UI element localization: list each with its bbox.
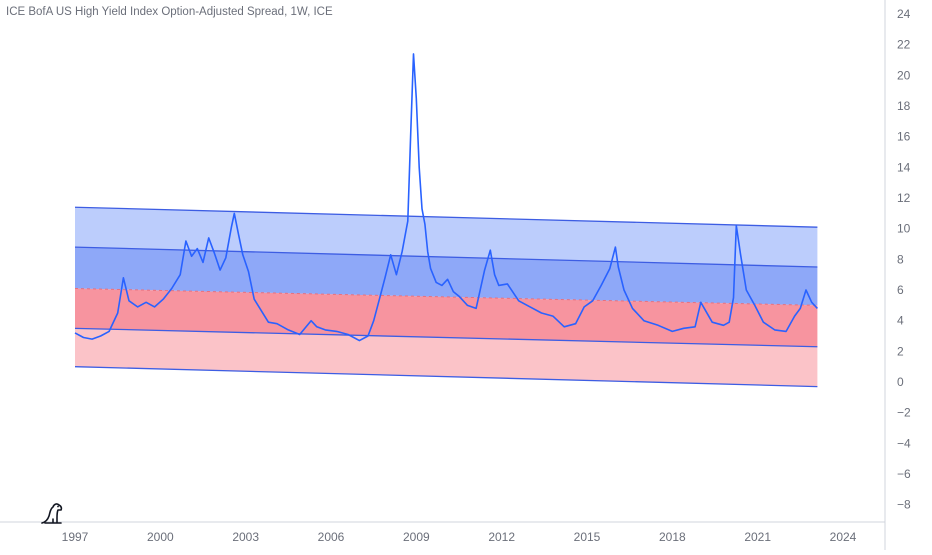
y-tick-label: 8 — [897, 252, 904, 266]
x-tick-label: 2024 — [830, 530, 857, 544]
y-tick-label: −6 — [897, 467, 911, 481]
y-tick-label: 16 — [897, 130, 911, 144]
chart-title: ICE BofA US High Yield Index Option-Adju… — [6, 6, 333, 18]
x-tick-label: 2018 — [659, 530, 686, 544]
tradingview-dino-icon[interactable] — [40, 500, 64, 526]
y-tick-label: 24 — [897, 7, 911, 21]
x-tick-label: 2015 — [574, 530, 601, 544]
y-tick-label: 22 — [897, 38, 911, 52]
x-tick-label: 2006 — [318, 530, 345, 544]
y-tick-label: 6 — [897, 283, 904, 297]
x-tick-label: 2009 — [403, 530, 430, 544]
x-tick-label: 1997 — [62, 530, 89, 544]
y-tick-label: 14 — [897, 160, 911, 174]
x-tick-label: 2021 — [744, 530, 771, 544]
y-tick-label: −2 — [897, 406, 911, 420]
y-tick-label: −4 — [897, 436, 911, 450]
x-tick-label: 2003 — [232, 530, 259, 544]
x-tick-label: 2012 — [488, 530, 515, 544]
y-tick-label: −8 — [897, 498, 911, 512]
y-tick-label: 20 — [897, 68, 911, 82]
x-tick-label: 2000 — [147, 530, 174, 544]
y-tick-label: 0 — [897, 375, 904, 389]
y-tick-label: 2 — [897, 344, 904, 358]
y-tick-label: 4 — [897, 314, 904, 328]
y-tick-label: 18 — [897, 99, 911, 113]
y-tick-label: 10 — [897, 222, 911, 236]
y-tick-label: 12 — [897, 191, 911, 205]
